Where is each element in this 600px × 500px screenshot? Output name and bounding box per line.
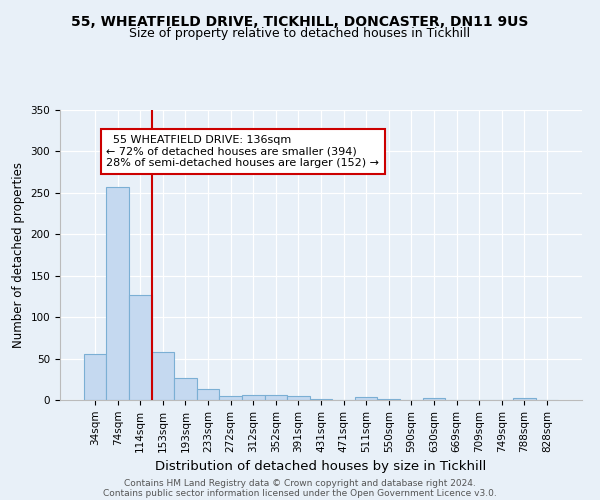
Bar	[265, 395, 287, 400]
Text: Contains HM Land Registry data © Crown copyright and database right 2024.: Contains HM Land Registry data © Crown c…	[124, 478, 476, 488]
Bar	[129, 295, 152, 400]
Bar	[84, 354, 106, 400]
Text: Contains public sector information licensed under the Open Government Licence v3: Contains public sector information licen…	[103, 488, 497, 498]
Bar	[242, 395, 265, 400]
Bar	[106, 187, 129, 400]
Bar	[220, 396, 242, 400]
Text: 55, WHEATFIELD DRIVE, TICKHILL, DONCASTER, DN11 9US: 55, WHEATFIELD DRIVE, TICKHILL, DONCASTE…	[71, 15, 529, 29]
Bar	[174, 378, 197, 400]
Text: Size of property relative to detached houses in Tickhill: Size of property relative to detached ho…	[130, 28, 470, 40]
Bar	[355, 396, 377, 400]
Bar	[197, 389, 220, 400]
Bar	[422, 398, 445, 400]
Y-axis label: Number of detached properties: Number of detached properties	[12, 162, 25, 348]
Bar	[287, 396, 310, 400]
Bar	[310, 399, 332, 400]
Bar	[377, 399, 400, 400]
Bar	[152, 352, 174, 400]
X-axis label: Distribution of detached houses by size in Tickhill: Distribution of detached houses by size …	[155, 460, 487, 473]
Bar	[513, 398, 536, 400]
Text: 55 WHEATFIELD DRIVE: 136sqm
← 72% of detached houses are smaller (394)
28% of se: 55 WHEATFIELD DRIVE: 136sqm ← 72% of det…	[106, 135, 379, 168]
